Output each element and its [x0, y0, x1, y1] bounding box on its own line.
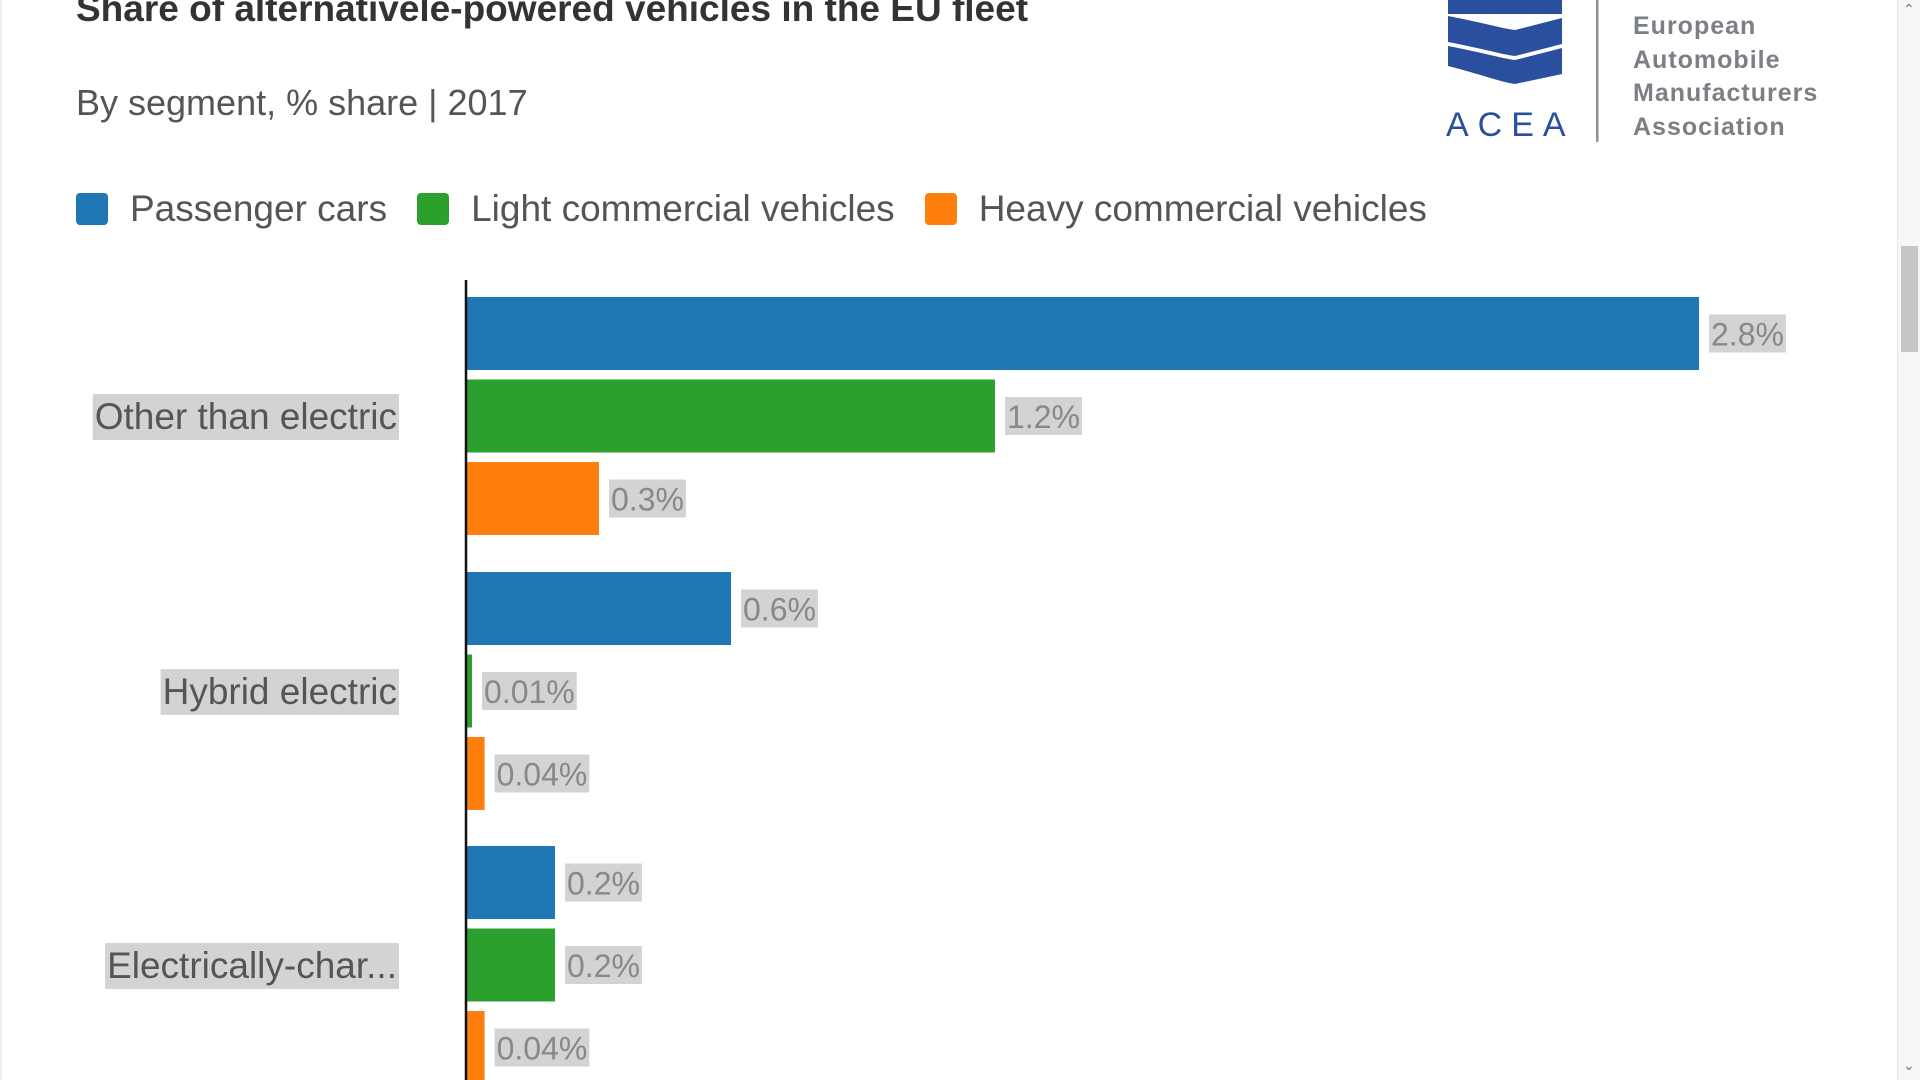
data-label: 0.6%	[743, 592, 816, 628]
logo-acronym: ACEA	[1446, 106, 1575, 144]
data-label-highlight	[1709, 314, 1786, 353]
scroll-up-icon[interactable]: ⌃	[1903, 2, 1915, 18]
data-label: 0.04%	[497, 1031, 588, 1067]
data-label-highlight	[494, 1028, 590, 1067]
chart-title: Share of alternativele-powered vehicles …	[76, 0, 1029, 29]
data-label: 0.3%	[611, 482, 684, 518]
legend-label: Heavy commercial vehicles	[978, 188, 1427, 229]
data-label-highlight	[565, 946, 642, 984]
bar-light-commercial-vehicles	[467, 928, 555, 1002]
bar-heavy-commercial-vehicles	[467, 1011, 485, 1080]
scrollbar-thumb[interactable]	[1901, 246, 1918, 352]
data-label: 0.01%	[484, 674, 575, 710]
page-edge	[0, 0, 2, 1080]
category-label-highlight	[105, 943, 399, 989]
legend-label: Light commercial vehicles	[471, 188, 895, 229]
data-label-highlight	[1005, 397, 1082, 435]
data-label-highlight	[565, 863, 642, 902]
legend-item-heavy-commercial[interactable]: Heavy commercial vehicles	[924, 188, 1427, 230]
legend-swatch	[924, 193, 957, 225]
data-label: 0.2%	[567, 866, 640, 902]
category-label: Hybrid electric	[163, 671, 397, 712]
legend-label: Passenger cars	[130, 188, 388, 229]
data-label: 0.04%	[497, 757, 588, 793]
vertical-scrollbar[interactable]: ⌃ ⌄	[1897, 0, 1920, 1080]
bar-chart: Other than electric 2.8% 1.2% 0.3% Hybrid el…	[92, 280, 1786, 1080]
data-label-highlight	[741, 589, 818, 628]
bar-heavy-commercial-vehicles	[467, 737, 485, 810]
legend-swatch	[76, 193, 108, 225]
scroll-down-icon[interactable]: ⌄	[1903, 1058, 1915, 1074]
data-label: 1.2%	[1007, 399, 1080, 435]
data-label-highlight	[494, 754, 590, 793]
legend-swatch	[417, 193, 450, 225]
logo-line: Association	[1633, 112, 1786, 141]
category-label-highlight	[160, 669, 399, 715]
bar-passenger-cars	[467, 572, 731, 645]
data-label: 0.2%	[567, 948, 640, 984]
logo-organization-name: European Automobile Manufacturers Associ…	[1633, 10, 1818, 144]
bar-passenger-cars	[467, 846, 555, 919]
bar-light-commercial-vehicles	[467, 379, 995, 453]
logo-line: European	[1633, 12, 1757, 40]
logo-line: Automobile	[1633, 45, 1781, 74]
category-label-highlight	[92, 394, 399, 440]
bar-passenger-cars	[467, 297, 1699, 370]
chart-subtitle: By segment, % share | 2017	[76, 82, 528, 123]
bar-light-commercial-vehicles	[467, 654, 472, 728]
acea-logo-icon: ACEA	[1446, 0, 1599, 144]
legend-item-passenger-cars[interactable]: Passenger cars	[76, 188, 387, 230]
category-label: Other than electric	[95, 396, 397, 437]
chart-legend: Passenger cars Light commercial vehicles…	[76, 188, 1457, 230]
category-label: Electrically-char...	[107, 945, 397, 986]
legend-item-light-commercial[interactable]: Light commercial vehicles	[417, 188, 895, 230]
logo-line: Manufacturers	[1633, 79, 1819, 107]
data-label-highlight	[609, 479, 686, 518]
bar-heavy-commercial-vehicles	[467, 462, 599, 535]
data-label: 2.8%	[1711, 317, 1784, 353]
data-label-highlight	[482, 672, 577, 710]
